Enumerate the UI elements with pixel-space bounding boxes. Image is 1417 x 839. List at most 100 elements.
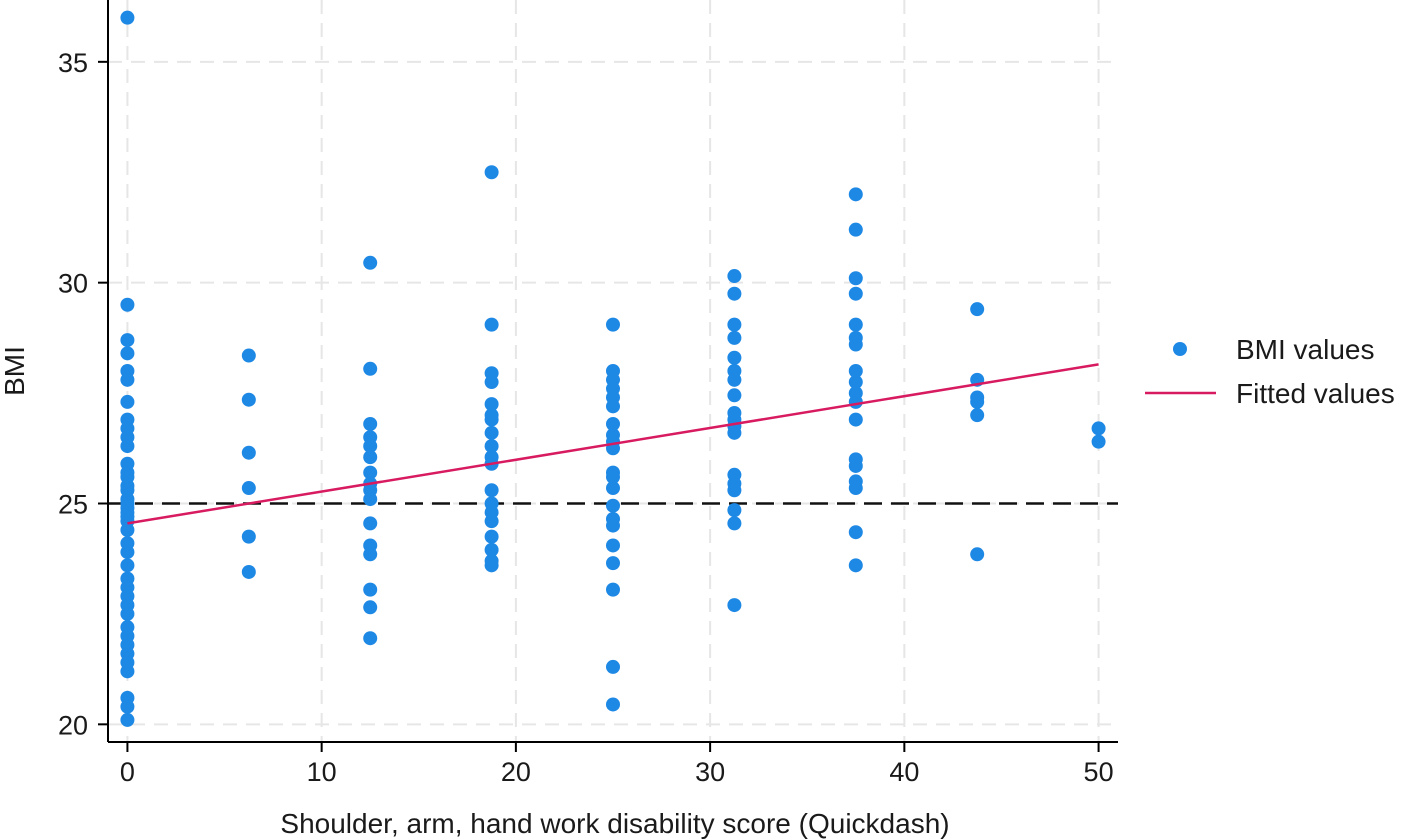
fitted-line	[127, 363, 1099, 525]
data-point	[484, 397, 499, 412]
data-point	[848, 286, 863, 301]
data-point	[727, 388, 742, 403]
data-point	[727, 483, 742, 498]
legend-label-bmi-values: BMI values	[1236, 334, 1375, 365]
data-point	[120, 712, 135, 727]
data-point	[241, 529, 256, 544]
data-point	[120, 439, 135, 454]
data-point	[727, 503, 742, 518]
data-point	[606, 659, 620, 674]
data-point	[848, 525, 863, 540]
legend-label-fitted-values: Fitted values	[1236, 378, 1395, 409]
data-point	[606, 317, 620, 332]
data-point	[727, 598, 742, 613]
data-point	[120, 664, 135, 679]
data-point	[848, 458, 863, 473]
data-point	[241, 392, 256, 407]
data-point	[727, 372, 742, 387]
y-tick-label: 25	[58, 490, 88, 520]
y-tick-label: 20	[58, 710, 88, 740]
data-point	[363, 516, 378, 531]
axes: 0 10 20 30 40 50 20 25 30 35 Shoulder, arm, hand w…	[0, 0, 1118, 839]
data-point	[848, 271, 863, 286]
data-point	[484, 529, 499, 544]
y-tick-label: 35	[58, 48, 88, 78]
data-point	[363, 631, 378, 646]
data-point	[848, 412, 863, 427]
data-point	[606, 399, 620, 414]
data-point	[363, 417, 378, 431]
data-point	[241, 564, 256, 579]
data-point	[484, 483, 499, 498]
data-point	[363, 465, 378, 480]
data-point	[606, 697, 620, 712]
data-point	[120, 10, 135, 25]
data-point	[606, 582, 620, 597]
data-point	[120, 297, 135, 312]
data-point	[241, 481, 256, 496]
data-point	[1091, 421, 1106, 436]
x-tick-label: 30	[695, 757, 725, 787]
data-point	[241, 445, 256, 460]
data-point	[848, 222, 863, 237]
data-point	[848, 317, 863, 332]
data-point	[848, 364, 863, 378]
data-point	[606, 556, 620, 571]
x-tick-label: 0	[120, 757, 135, 787]
data-point	[727, 286, 742, 301]
data-point	[606, 481, 620, 496]
data-point	[363, 439, 378, 454]
data-point	[363, 450, 378, 465]
data-point	[606, 498, 620, 513]
data-point	[120, 372, 135, 387]
x-tick-label: 10	[307, 757, 337, 787]
data-point	[241, 348, 256, 363]
data-point	[484, 412, 499, 427]
data-point	[120, 545, 135, 560]
data-point	[848, 187, 863, 202]
data-point	[848, 481, 863, 496]
x-axis-title: Shoulder, arm, hand work disability scor…	[280, 808, 949, 839]
data-point	[848, 394, 863, 409]
data-point	[606, 470, 620, 484]
data-point	[727, 425, 742, 440]
data-point	[606, 538, 620, 553]
legend: BMI values Fitted values	[1145, 334, 1395, 409]
data-point	[120, 699, 135, 714]
data-point	[120, 333, 135, 348]
data-point	[484, 514, 499, 529]
data-point	[484, 425, 499, 440]
x-tick-label: 50	[1084, 757, 1114, 787]
points-group	[120, 10, 1106, 727]
data-point	[363, 547, 378, 562]
legend-marker-bmi-values	[1173, 342, 1187, 356]
data-point	[727, 516, 742, 531]
data-point	[727, 269, 742, 284]
data-point	[970, 394, 985, 409]
data-point	[727, 330, 742, 345]
data-point	[727, 350, 742, 365]
data-point	[484, 558, 499, 573]
data-point	[363, 492, 378, 507]
data-point	[363, 255, 378, 270]
data-point	[120, 523, 135, 537]
data-point	[970, 547, 985, 562]
data-point	[848, 337, 863, 352]
data-point	[727, 317, 742, 332]
y-axis-title: BMI	[0, 346, 30, 396]
data-point	[484, 439, 499, 454]
data-point	[606, 417, 620, 431]
data-point	[363, 582, 378, 597]
data-point	[363, 600, 378, 615]
data-point	[970, 302, 985, 317]
data-point	[484, 317, 499, 332]
data-point	[120, 346, 135, 361]
data-point	[1091, 434, 1106, 449]
data-point	[484, 375, 499, 390]
data-point	[120, 606, 135, 621]
fitted-line-group	[127, 363, 1099, 525]
data-point	[848, 375, 863, 390]
y-tick-label: 30	[58, 269, 88, 299]
